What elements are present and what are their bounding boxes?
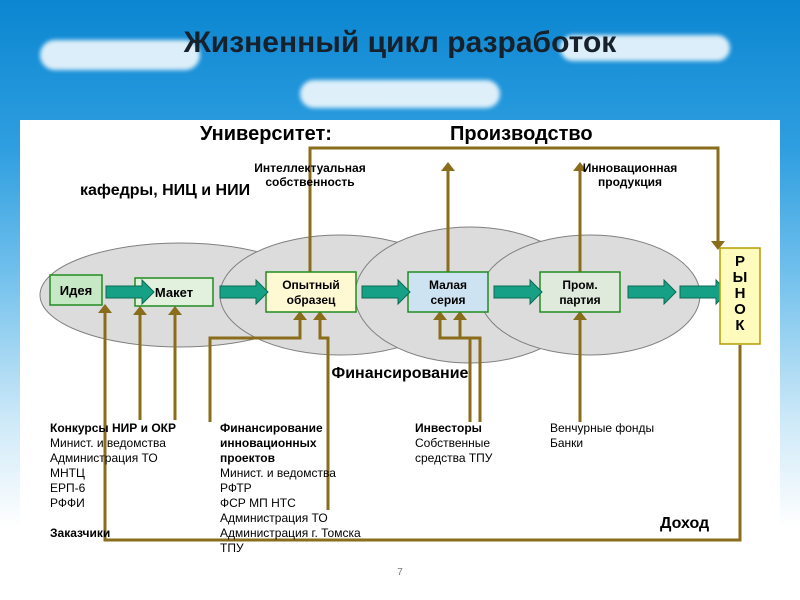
diagram-canvas: Идея Макет Опытныйобразец Малаясерия Пром.па…	[20, 120, 780, 580]
funding-item: Собственные	[415, 436, 490, 450]
funding-item: ФСР МП НТС	[220, 496, 296, 510]
funding-item: Минист. и ведомства	[220, 466, 336, 480]
funding-item: РФФИ	[50, 496, 85, 510]
funding-item: ТПУ	[220, 541, 244, 555]
svg-text:образец: образец	[287, 293, 336, 307]
funding-item: Венчурные фонды	[550, 421, 654, 435]
funding-item: инновационных	[220, 436, 317, 450]
cloud-decor	[300, 80, 500, 108]
funding-item: проектов	[220, 451, 275, 465]
svg-text:Малая: Малая	[429, 278, 467, 292]
income-label: Доход	[660, 515, 709, 532]
funding-item: Минист. и ведомства	[50, 436, 166, 450]
svg-text:Инновационная: Инновационная	[583, 161, 678, 175]
funding-item: Администрация г. Томска	[220, 526, 361, 540]
page-number: 7	[397, 567, 403, 578]
svg-text:О: О	[734, 301, 746, 318]
funding-item: МНТЦ	[50, 466, 85, 480]
svg-text:Опытный: Опытный	[282, 278, 340, 292]
svg-text:собственность: собственность	[265, 175, 354, 189]
svg-text:Ы: Ы	[733, 269, 748, 286]
header-university: Университет:	[200, 123, 332, 145]
financing-title: Финансирование	[332, 365, 469, 382]
svg-text:Н: Н	[735, 285, 746, 302]
svg-text:партия: партия	[559, 293, 600, 307]
svg-text:Макет: Макет	[155, 285, 193, 300]
funding-item: Администрация ТО	[220, 511, 328, 525]
diagram-svg: Идея Макет Опытныйобразец Малаясерия Пром.па…	[20, 120, 780, 580]
funding-item: Инвесторы	[415, 421, 482, 435]
funding-item: РФТР	[220, 481, 252, 495]
svg-text:Пром.: Пром.	[562, 278, 597, 292]
svg-text:Р: Р	[735, 253, 745, 270]
funding-item: Банки	[550, 436, 583, 450]
svg-text:Идея: Идея	[60, 283, 92, 298]
svg-text:продукция: продукция	[598, 175, 662, 189]
svg-text:серия: серия	[430, 293, 465, 307]
svg-text:К: К	[735, 317, 745, 334]
subheader: кафедры, НИЦ и НИИ	[80, 182, 250, 199]
funding-item: Конкурсы НИР и ОКР	[50, 421, 176, 435]
funding-item: средства ТПУ	[415, 451, 493, 465]
funding-item: Заказчики	[50, 526, 110, 540]
slide-title: Жизненный цикл разработок	[0, 26, 800, 60]
funding-item: ЕРП-6	[50, 481, 86, 495]
funding-item: Администрация ТО	[50, 451, 158, 465]
funding-item: Финансирование	[220, 421, 323, 435]
header-production: Производство	[450, 123, 593, 145]
svg-text:Интеллектуальная: Интеллектуальная	[254, 161, 365, 175]
